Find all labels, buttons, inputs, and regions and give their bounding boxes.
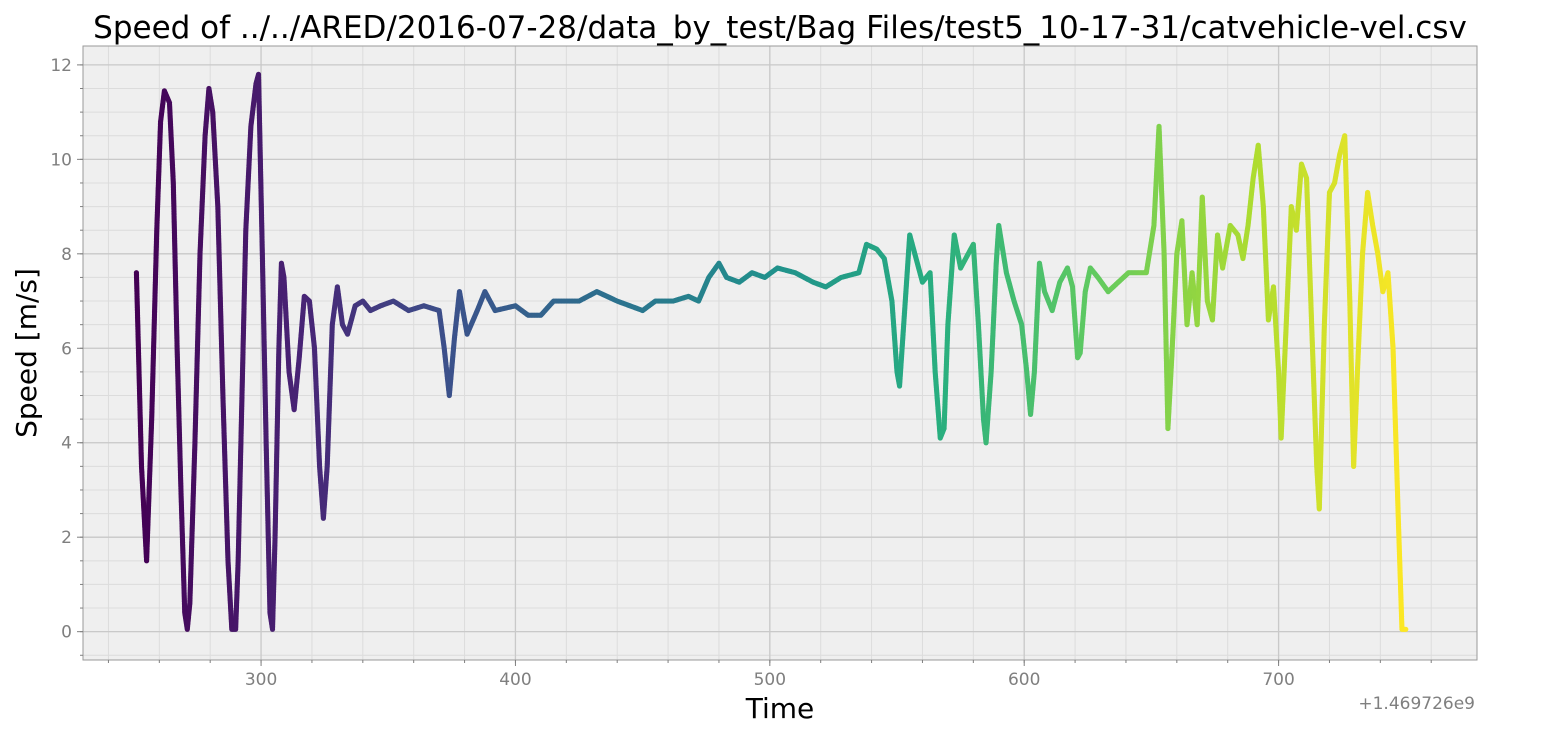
chart-title: Speed of ../../ARED/2016-07-28/data_by_t… <box>93 10 1467 46</box>
plot-area <box>83 46 1477 660</box>
